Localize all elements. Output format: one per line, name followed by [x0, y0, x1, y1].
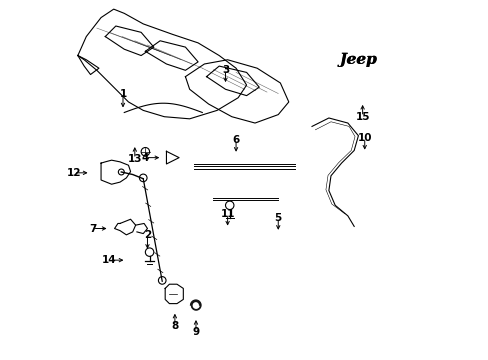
Text: 12: 12: [66, 168, 81, 178]
Text: 7: 7: [89, 224, 96, 234]
Text: 5: 5: [274, 213, 281, 223]
Text: 3: 3: [222, 65, 229, 75]
Text: 2: 2: [143, 230, 151, 240]
Text: 9: 9: [192, 327, 199, 337]
Text: 6: 6: [232, 135, 239, 145]
Text: Jeep: Jeep: [339, 53, 376, 67]
Text: Jeep: Jeep: [339, 53, 376, 67]
Text: 13: 13: [127, 154, 142, 164]
Text: 11: 11: [220, 209, 234, 219]
Text: 1: 1: [119, 89, 126, 99]
Text: 14: 14: [102, 255, 117, 265]
Text: 10: 10: [357, 133, 371, 143]
Text: 8: 8: [171, 320, 178, 330]
Text: 15: 15: [355, 112, 369, 122]
Text: 4: 4: [142, 153, 149, 163]
